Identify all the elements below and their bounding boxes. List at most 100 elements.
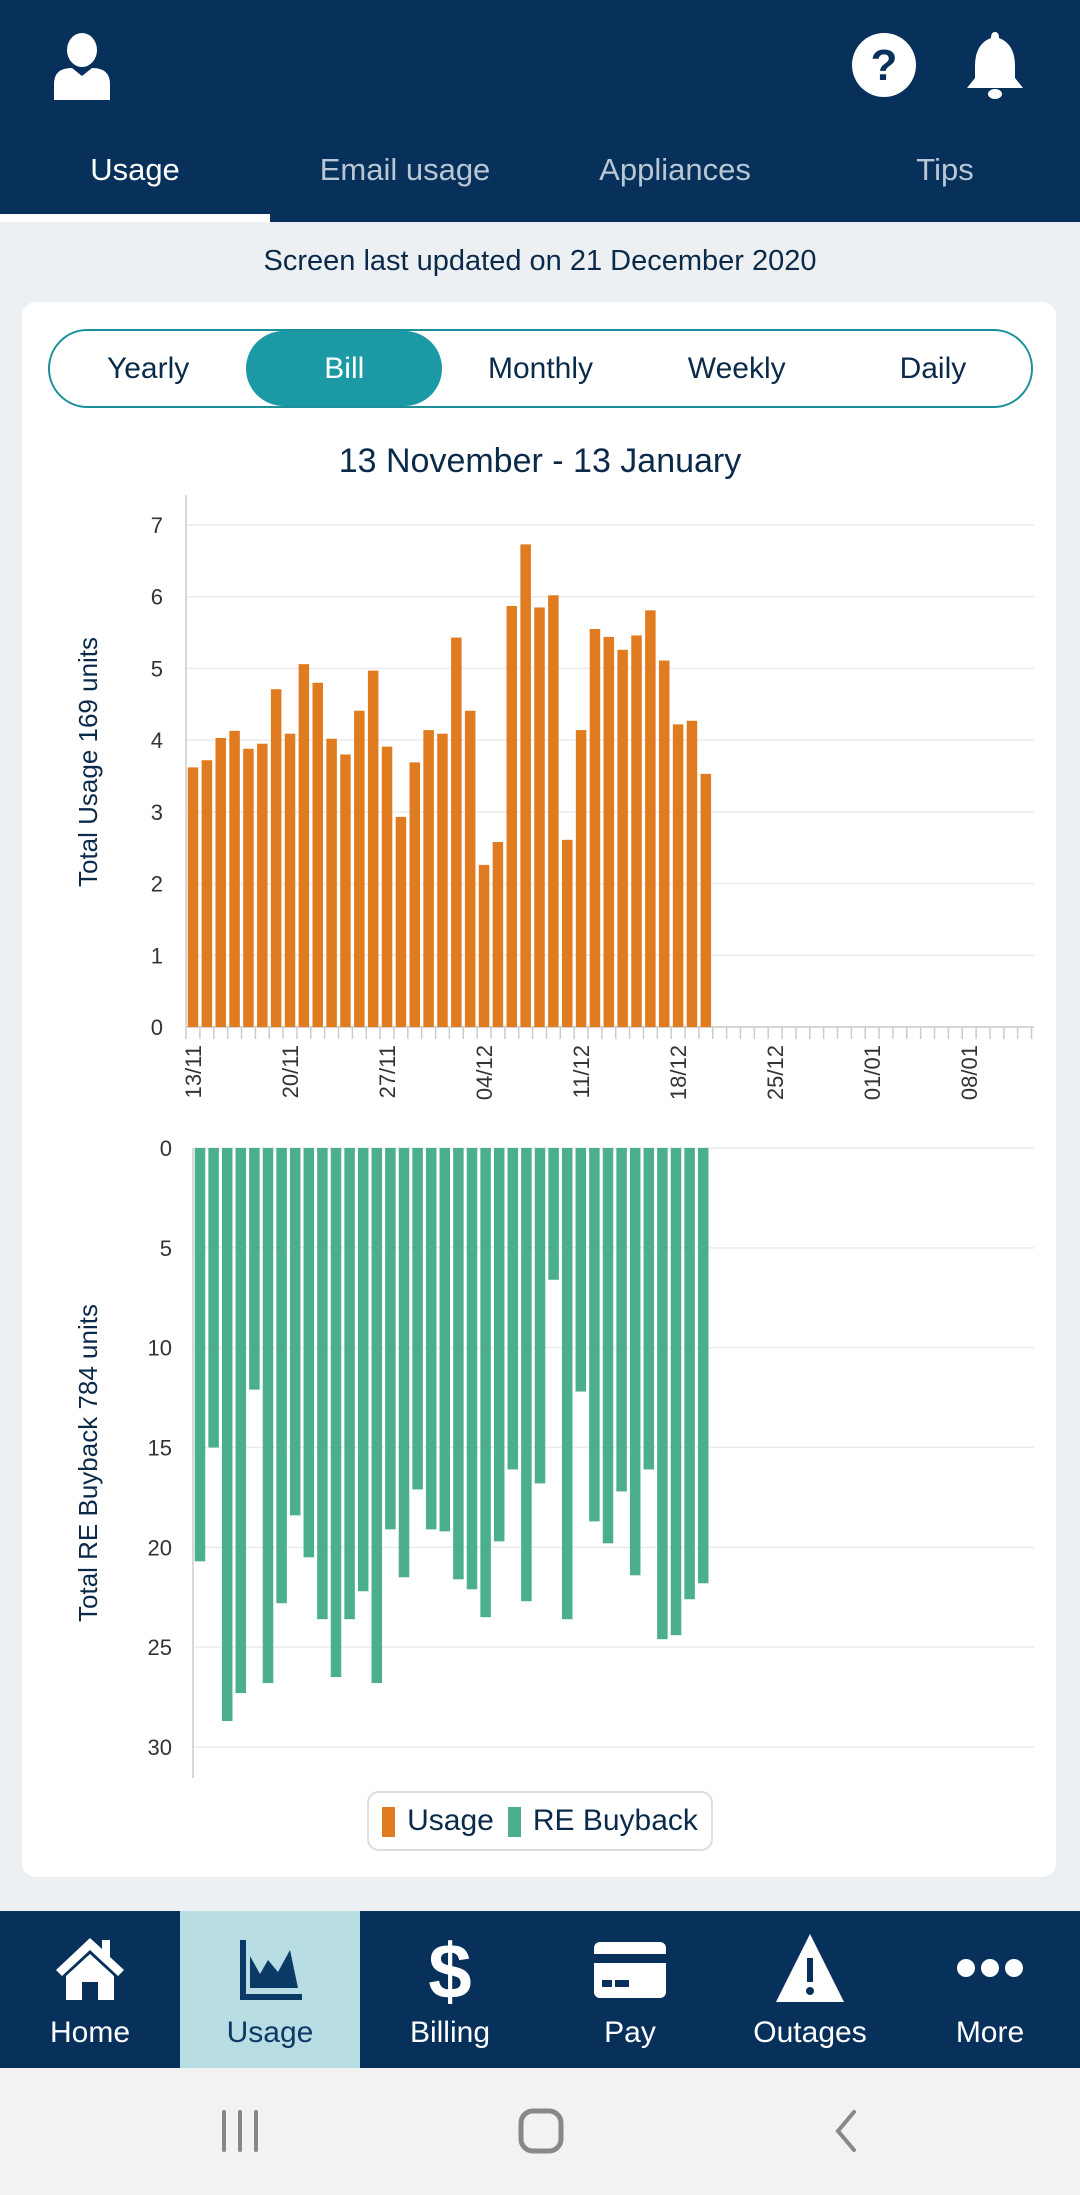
bottom-nav: Home Usage $ Billing Pay Outages More xyxy=(0,1911,1080,2068)
usage-bar xyxy=(201,760,213,1027)
buyback-bar xyxy=(221,1148,233,1722)
y-tick-label: 6 xyxy=(151,585,163,610)
nav-home-label: Home xyxy=(49,2015,131,2049)
chart-title: 13 November - 13 January xyxy=(338,442,742,480)
buyback-swatch xyxy=(507,1807,521,1838)
legend-buyback-label: RE Buyback xyxy=(532,1804,698,1837)
buyback-bar xyxy=(344,1148,355,1620)
buyback-bar xyxy=(534,1148,546,1484)
back-icon[interactable] xyxy=(830,2108,860,2154)
nav-more[interactable]: More xyxy=(900,1911,1080,2068)
buyback-bar xyxy=(602,1148,614,1544)
usage-bar xyxy=(381,746,393,1027)
last-updated-text: Screen last updated on 21 December 2020 xyxy=(263,245,817,277)
x-tick-label: 04/12 xyxy=(472,1045,497,1100)
buyback-bar xyxy=(289,1148,301,1516)
usage-bar xyxy=(464,710,476,1027)
period-weekly[interactable]: Weekly xyxy=(687,352,786,385)
nav-outages[interactable]: Outages xyxy=(720,1911,900,2068)
usage-bar xyxy=(423,730,434,1027)
usage-bar xyxy=(700,773,712,1027)
period-monthly[interactable]: Monthly xyxy=(487,352,594,385)
usage-bar xyxy=(437,733,448,1027)
svg-text:?: ? xyxy=(871,41,898,90)
buyback-bar xyxy=(249,1148,260,1390)
tab-email-usage[interactable]: Email usage xyxy=(319,152,491,187)
credit-card-icon xyxy=(594,1941,666,1998)
usage-bar xyxy=(270,689,282,1027)
y-tick-label: 4 xyxy=(151,728,163,753)
usage-chart: 0 1 2 3 4 5 6 7 13/11 20/11 27/11 04/12 11/12 18/12 25… xyxy=(73,495,1034,1778)
usage-bar xyxy=(187,767,199,1027)
nav-pay-label: Pay xyxy=(604,2015,656,2049)
period-selector: Yearly Bill Monthly Weekly Daily xyxy=(48,329,1033,408)
tab-tips[interactable]: Tips xyxy=(916,152,974,187)
period-yearly[interactable]: Yearly xyxy=(106,352,190,385)
buyback-bar xyxy=(684,1148,695,1600)
x-tick-label: 27/11 xyxy=(375,1045,400,1098)
usage-bar xyxy=(645,610,656,1027)
usage-bar xyxy=(340,754,351,1027)
usage-bar xyxy=(284,733,296,1027)
buyback-bar xyxy=(548,1148,559,1280)
usage-bar xyxy=(672,724,684,1027)
usage-bar xyxy=(395,816,407,1027)
buyback-bar xyxy=(317,1148,328,1620)
buyback-bar xyxy=(493,1148,505,1542)
nav-home[interactable]: Home xyxy=(0,1911,180,2068)
usage-bar xyxy=(534,607,545,1027)
y-tick-label: 0 xyxy=(151,1015,163,1040)
buyback-bar xyxy=(398,1148,410,1578)
buyback-bar xyxy=(670,1148,682,1636)
buyback-bar xyxy=(235,1148,247,1694)
buyback-bar xyxy=(262,1148,274,1684)
y-axis-title-buyback: Total RE Buyback 784 units xyxy=(73,1304,103,1622)
y-tick-label: 25 xyxy=(148,1635,172,1660)
buyback-bar xyxy=(412,1148,423,1490)
buyback-bar xyxy=(330,1148,342,1678)
usage-bar xyxy=(506,606,518,1027)
warning-icon xyxy=(776,1933,844,2002)
usage-bar xyxy=(492,841,504,1027)
nav-outages-label: Outages xyxy=(753,2015,867,2049)
usage-bar xyxy=(354,710,365,1027)
recent-apps-icon[interactable] xyxy=(218,2108,262,2154)
usage-bar xyxy=(520,544,531,1027)
chart-legend: Usage RE Buyback xyxy=(367,1791,713,1851)
buyback-bar xyxy=(507,1148,519,1470)
nav-usage-label: Usage xyxy=(226,2015,314,2049)
buyback-bar xyxy=(561,1148,573,1620)
tab-usage[interactable]: Usage xyxy=(90,152,180,187)
x-tick-label: 01/01 xyxy=(860,1045,885,1100)
buyback-bar xyxy=(357,1148,369,1592)
y-tick-label: 0 xyxy=(160,1136,172,1161)
usage-bar xyxy=(257,743,268,1027)
profile-icon[interactable] xyxy=(52,32,112,100)
buyback-bar xyxy=(480,1148,491,1618)
nav-usage[interactable]: Usage xyxy=(180,1911,360,2068)
y-tick-label: 7 xyxy=(151,513,163,538)
x-tick-label: 13/11 xyxy=(181,1045,206,1098)
buyback-bar xyxy=(425,1148,437,1530)
buyback-bar xyxy=(439,1148,451,1532)
buyback-bar xyxy=(194,1148,206,1562)
period-bill[interactable]: Bill xyxy=(246,331,443,406)
usage-bar xyxy=(575,730,587,1027)
legend-usage[interactable]: Usage xyxy=(382,1804,494,1838)
buyback-bar xyxy=(208,1148,219,1448)
legend-buyback[interactable]: RE Buyback xyxy=(507,1804,698,1838)
y-axis-title-usage: Total Usage 169 units xyxy=(73,637,103,887)
buyback-bar xyxy=(697,1148,709,1584)
notification-bell-icon[interactable] xyxy=(965,30,1025,100)
period-daily[interactable]: Daily xyxy=(899,352,967,385)
usage-bar xyxy=(312,682,323,1027)
usage-bar xyxy=(589,628,601,1027)
tab-appliances[interactable]: Appliances xyxy=(599,152,751,187)
usage-bar xyxy=(409,762,421,1027)
usage-card xyxy=(22,302,1056,1877)
help-icon[interactable]: ? xyxy=(851,32,917,98)
nav-pay[interactable]: Pay xyxy=(540,1911,720,2068)
nav-billing[interactable]: $ Billing xyxy=(360,1911,540,2068)
home-button-icon[interactable] xyxy=(518,2108,564,2154)
area-chart-icon xyxy=(240,1939,302,2000)
